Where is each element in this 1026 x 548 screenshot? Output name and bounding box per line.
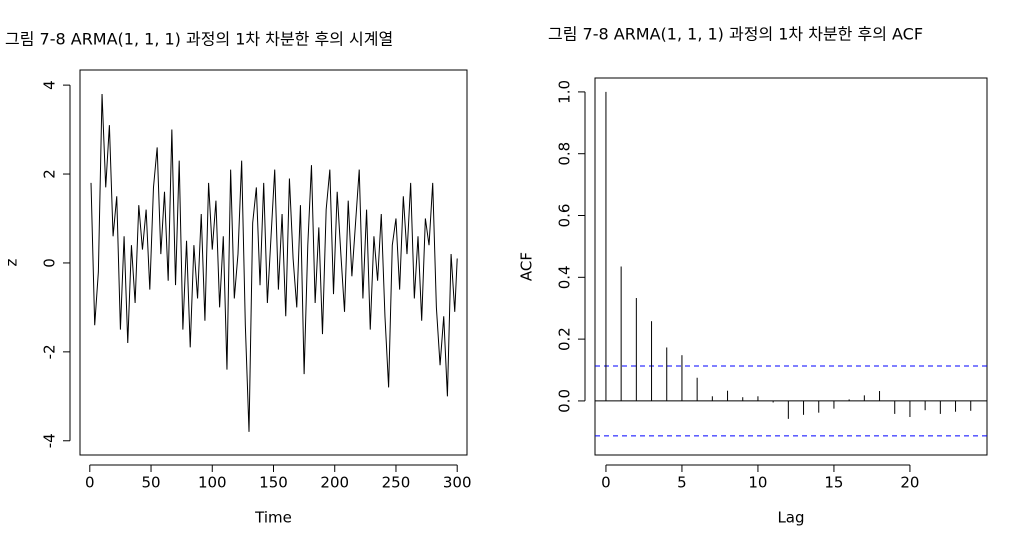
chart-title: 그림 7-8 ARMA(1, 1, 1) 과정의 1차 차분한 후의 시계열 bbox=[5, 30, 393, 49]
x-axis-label: Lag bbox=[777, 509, 804, 527]
plot-frame bbox=[79, 69, 468, 456]
y-tick-label: 4 bbox=[41, 80, 59, 90]
y-tick-label: 0.8 bbox=[556, 142, 574, 166]
x-tick-label: 5 bbox=[677, 474, 687, 492]
y-axis-label: z bbox=[3, 258, 21, 266]
x-tick-label: 200 bbox=[320, 474, 349, 492]
chart-title: 그림 7-8 ARMA(1, 1, 1) 과정의 1차 차분한 후의 ACF bbox=[548, 25, 923, 44]
y-tick-label: -4 bbox=[41, 433, 59, 448]
x-tick-label: 15 bbox=[824, 474, 843, 492]
y-tick-label: 2 bbox=[41, 169, 59, 179]
panel: 그림 7-8 ARMA(1, 1, 1) 과정의 1차 차분한 후의 ACF 0 5… bbox=[518, 25, 988, 527]
plot-frame bbox=[594, 77, 988, 456]
y-axis-label: ACF bbox=[518, 252, 536, 281]
x-tick-label: 150 bbox=[259, 474, 288, 492]
y-tick-label: 0 bbox=[41, 258, 59, 268]
x-tick-label: 250 bbox=[382, 474, 411, 492]
y-tick-label: 0.6 bbox=[556, 204, 574, 228]
y-tick-label: 1.0 bbox=[556, 80, 574, 104]
x-tick-label: 50 bbox=[141, 474, 160, 492]
panel: 그림 7-8 ARMA(1, 1, 1) 과정의 1차 차분한 후의 시계열 0 5… bbox=[3, 30, 472, 527]
series-line bbox=[90, 93, 458, 432]
x-tick-label: 0 bbox=[601, 474, 611, 492]
y-tick-label: 0.2 bbox=[556, 327, 574, 351]
x-tick-label: 10 bbox=[748, 474, 767, 492]
x-axis-label: Time bbox=[254, 509, 292, 527]
y-tick-label: 0.4 bbox=[556, 265, 574, 289]
x-tick-label: 20 bbox=[900, 474, 919, 492]
x-tick-label: 0 bbox=[85, 474, 95, 492]
y-tick-label: -2 bbox=[41, 344, 59, 359]
x-tick-label: 300 bbox=[443, 474, 472, 492]
x-tick-label: 100 bbox=[198, 474, 227, 492]
y-tick-label: 0.0 bbox=[556, 389, 574, 413]
